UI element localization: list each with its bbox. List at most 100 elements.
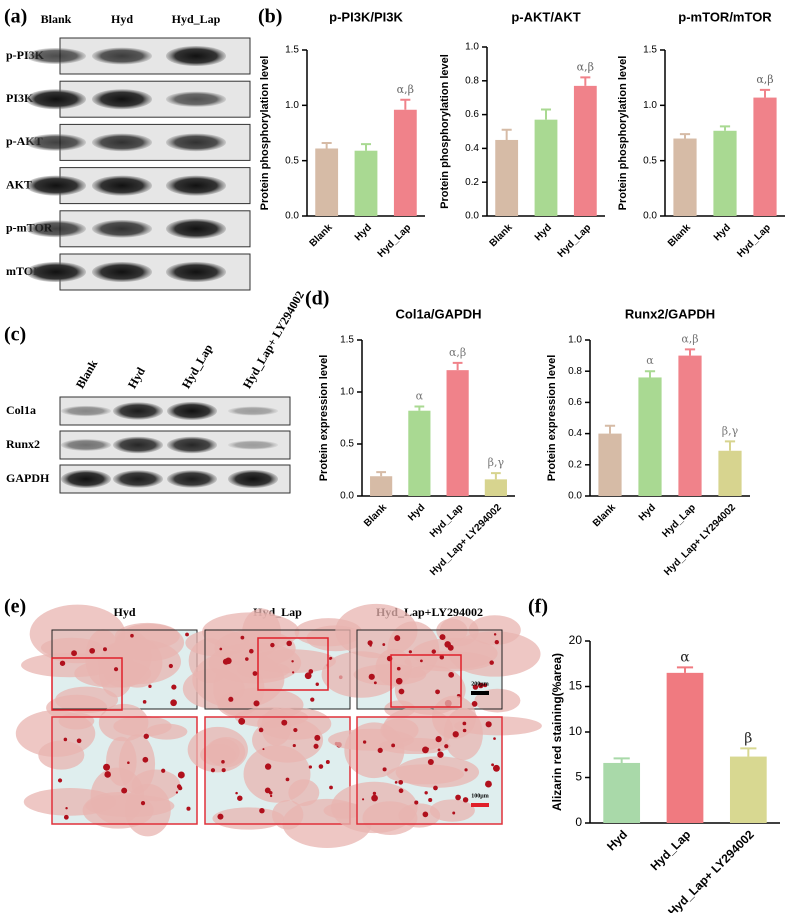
error-bar — [490, 472, 501, 480]
blot-band — [61, 470, 111, 488]
y-tick-label: 0 — [575, 815, 582, 829]
cell — [140, 801, 146, 806]
y-tick-label: 1.0 — [285, 100, 299, 111]
cell — [130, 633, 134, 638]
bar — [573, 85, 597, 217]
cell — [398, 779, 404, 785]
error-bar — [580, 76, 591, 86]
blot-band — [92, 133, 152, 152]
y-tick-label: 0.8 — [465, 75, 479, 86]
error-bar — [644, 370, 656, 378]
blot-column-label: Hyd — [111, 12, 133, 26]
blot-band — [61, 439, 111, 451]
blot-band — [61, 405, 111, 417]
cell — [382, 767, 387, 772]
x-tick-label: Hyd_Lap — [735, 222, 773, 260]
annotation: α,β — [449, 346, 466, 359]
blot-column-label: Blank — [73, 357, 101, 391]
cell — [396, 666, 401, 671]
cell — [462, 797, 469, 803]
cell — [372, 791, 377, 796]
bar — [354, 150, 378, 216]
cell — [362, 798, 365, 801]
x-tick-label: Hyd — [353, 222, 374, 243]
y-tick-label: 1.0 — [340, 387, 354, 398]
y-tick-label: 20 — [569, 633, 583, 647]
cell — [170, 699, 177, 707]
scale-bar — [471, 803, 489, 807]
x-tick-label: Hyd — [712, 222, 733, 243]
blot-band — [26, 220, 86, 238]
annotation: α,β — [397, 83, 414, 96]
y-axis-label: Protein phosphorylation level — [439, 54, 451, 209]
error-bar — [759, 88, 771, 98]
bar — [673, 138, 697, 216]
inset-box — [390, 654, 462, 708]
cell — [371, 794, 378, 802]
tissue — [58, 712, 95, 730]
bar — [446, 370, 469, 496]
cell — [63, 737, 68, 742]
blot-column-label: Hyd — [125, 365, 148, 391]
micrograph-frame — [204, 716, 351, 825]
scale-bar-label: 100μm — [471, 793, 488, 799]
tissue — [382, 707, 454, 752]
micrograph-title: Hyd — [113, 605, 135, 619]
tissue — [55, 686, 119, 714]
error-bar — [360, 143, 372, 151]
blot-band — [166, 133, 226, 152]
x-tick-label: Hyd_Lap — [428, 502, 466, 540]
blot-band — [166, 91, 226, 107]
cell — [249, 648, 254, 654]
micrograph — [182, 608, 365, 722]
cell — [398, 688, 405, 695]
y-tick-label: 0.2 — [568, 459, 582, 470]
error-bar — [679, 133, 691, 139]
x-tick-label: Blank — [362, 502, 389, 529]
cell — [292, 743, 296, 748]
cell — [373, 681, 377, 685]
tissue — [90, 767, 145, 825]
annotation: α,β — [681, 332, 698, 345]
tissue — [395, 756, 480, 788]
y-axis-label: Alizarin red staining(%area) — [550, 653, 564, 811]
cell — [142, 756, 149, 763]
cell — [286, 640, 292, 647]
cell — [439, 634, 446, 641]
cell — [264, 763, 272, 770]
blot-band — [92, 89, 152, 110]
cell — [318, 764, 324, 769]
micrograph — [187, 707, 372, 848]
cell — [121, 787, 128, 794]
cell — [431, 649, 436, 654]
y-tick-label: 0.0 — [568, 491, 582, 502]
bar — [753, 97, 777, 216]
cell — [435, 736, 442, 743]
cell — [424, 791, 428, 795]
error-bar — [321, 141, 332, 149]
cell — [420, 659, 423, 663]
cell — [291, 660, 294, 663]
cell — [395, 677, 403, 685]
cell — [270, 642, 275, 648]
tissue — [398, 803, 441, 828]
cell — [63, 814, 69, 820]
cell — [362, 740, 367, 744]
cell — [368, 673, 375, 680]
cell — [103, 763, 111, 771]
blot-band — [26, 175, 86, 196]
error-bar — [376, 471, 387, 477]
cell — [225, 657, 232, 665]
y-tick-label: 0.0 — [340, 491, 354, 502]
error-bar — [604, 424, 616, 434]
cell — [57, 778, 63, 783]
cell — [426, 747, 429, 750]
y-tick-label: 1.5 — [340, 335, 354, 346]
cell — [237, 795, 243, 801]
micrograph — [15, 703, 198, 837]
y-tick-label: 0.4 — [568, 428, 582, 439]
blot-row-label: Col1a — [6, 403, 36, 417]
cell — [464, 768, 468, 772]
tissue — [321, 651, 401, 698]
y-axis-label: Protein expression level — [318, 355, 330, 482]
